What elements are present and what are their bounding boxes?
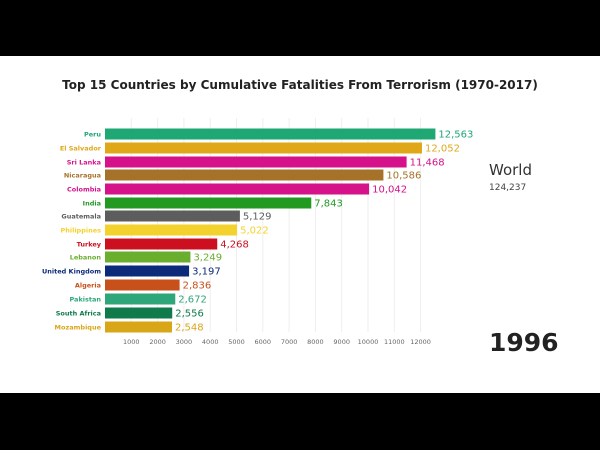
value-label: 5,022: [240, 226, 269, 237]
country-label: El Salvador: [60, 145, 102, 153]
x-tick-label: 12000: [410, 338, 431, 346]
value-label: 2,836: [183, 281, 212, 292]
country-label: Peru: [84, 131, 101, 139]
country-label: Mozambique: [55, 324, 102, 332]
x-tick-label: 6000: [255, 338, 272, 346]
x-tick-label: 4000: [202, 338, 219, 346]
bar: [105, 142, 422, 154]
year-label: 1996: [489, 328, 559, 357]
value-label: 10,042: [372, 185, 407, 196]
country-label: Lebanon: [70, 254, 102, 262]
bar: [105, 307, 173, 319]
country-label: Pakistan: [69, 296, 101, 304]
bar: [105, 279, 180, 291]
country-label: Colombia: [67, 186, 101, 194]
country-label: Algeria: [75, 282, 101, 290]
x-tick-label: 7000: [281, 338, 298, 346]
value-label: 3,249: [193, 253, 222, 264]
bar: [105, 183, 370, 195]
bar: [105, 265, 190, 277]
world-value: 124,237: [489, 183, 527, 193]
value-label: 10,586: [386, 171, 421, 182]
value-label: 2,548: [175, 323, 204, 334]
x-tick-label: 10000: [358, 338, 379, 346]
x-tick-label: 11000: [384, 338, 405, 346]
world-label: World: [489, 161, 532, 179]
value-label: 3,197: [192, 267, 221, 278]
bar: [105, 156, 407, 168]
value-label: 4,268: [220, 240, 249, 251]
bar: [105, 224, 238, 236]
country-label: Sri Lanka: [67, 159, 101, 167]
value-label: 12,052: [425, 144, 460, 155]
value-label: 2,556: [175, 309, 204, 320]
value-label: 5,129: [243, 212, 272, 223]
x-tick-label: 1000: [123, 338, 140, 346]
value-label: 12,563: [438, 130, 473, 141]
country-label: Nicaragua: [64, 172, 101, 180]
country-label: Guatemala: [61, 213, 101, 221]
value-label: 2,672: [178, 295, 207, 306]
bar: [105, 321, 173, 333]
country-label: United Kingdom: [42, 268, 101, 276]
x-tick-label: 3000: [176, 338, 193, 346]
country-label: South Africa: [56, 310, 101, 318]
bar: [105, 128, 436, 140]
bar-chart: 1000 2000 3000 4000 5000 6000 7000 8000 9000 1000…: [42, 118, 473, 346]
x-tick-label: 2000: [149, 338, 166, 346]
x-tick-label: 8000: [307, 338, 324, 346]
bar: [105, 169, 384, 181]
x-tick-label: 9000: [333, 338, 350, 346]
country-label: India: [83, 200, 101, 208]
country-label: Turkey: [77, 241, 102, 249]
bar: [105, 251, 191, 263]
value-label: 7,843: [314, 199, 343, 210]
chart-title: Top 15 Countries by Cumulative Fatalitie…: [62, 78, 538, 92]
bar: [105, 197, 312, 209]
chart-area: Top 15 Countries by Cumulative Fatalitie…: [0, 56, 600, 393]
bar: [105, 238, 218, 250]
value-label: 11,468: [410, 158, 445, 169]
country-label: Philippines: [60, 227, 101, 235]
x-tick-label: 5000: [228, 338, 245, 346]
bar: [105, 210, 240, 222]
bar: [105, 293, 176, 305]
